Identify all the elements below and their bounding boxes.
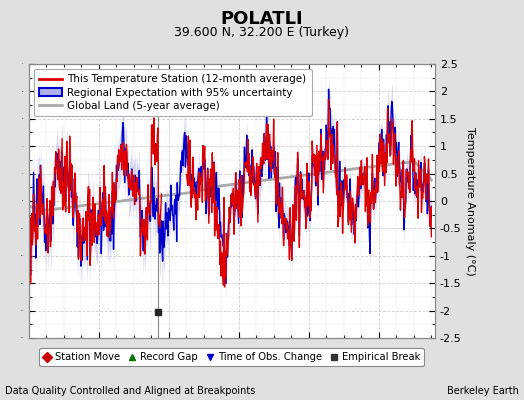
Legend: This Temperature Station (12-month average), Regional Expectation with 95% uncer: This Temperature Station (12-month avera…	[34, 69, 312, 116]
Text: POLATLI: POLATLI	[221, 10, 303, 28]
Text: Berkeley Earth: Berkeley Earth	[447, 386, 519, 396]
Text: Data Quality Controlled and Aligned at Breakpoints: Data Quality Controlled and Aligned at B…	[5, 386, 256, 396]
Y-axis label: Temperature Anomaly (°C): Temperature Anomaly (°C)	[465, 127, 475, 275]
Text: 39.600 N, 32.200 E (Turkey): 39.600 N, 32.200 E (Turkey)	[174, 26, 350, 39]
Legend: Station Move, Record Gap, Time of Obs. Change, Empirical Break: Station Move, Record Gap, Time of Obs. C…	[39, 348, 424, 366]
